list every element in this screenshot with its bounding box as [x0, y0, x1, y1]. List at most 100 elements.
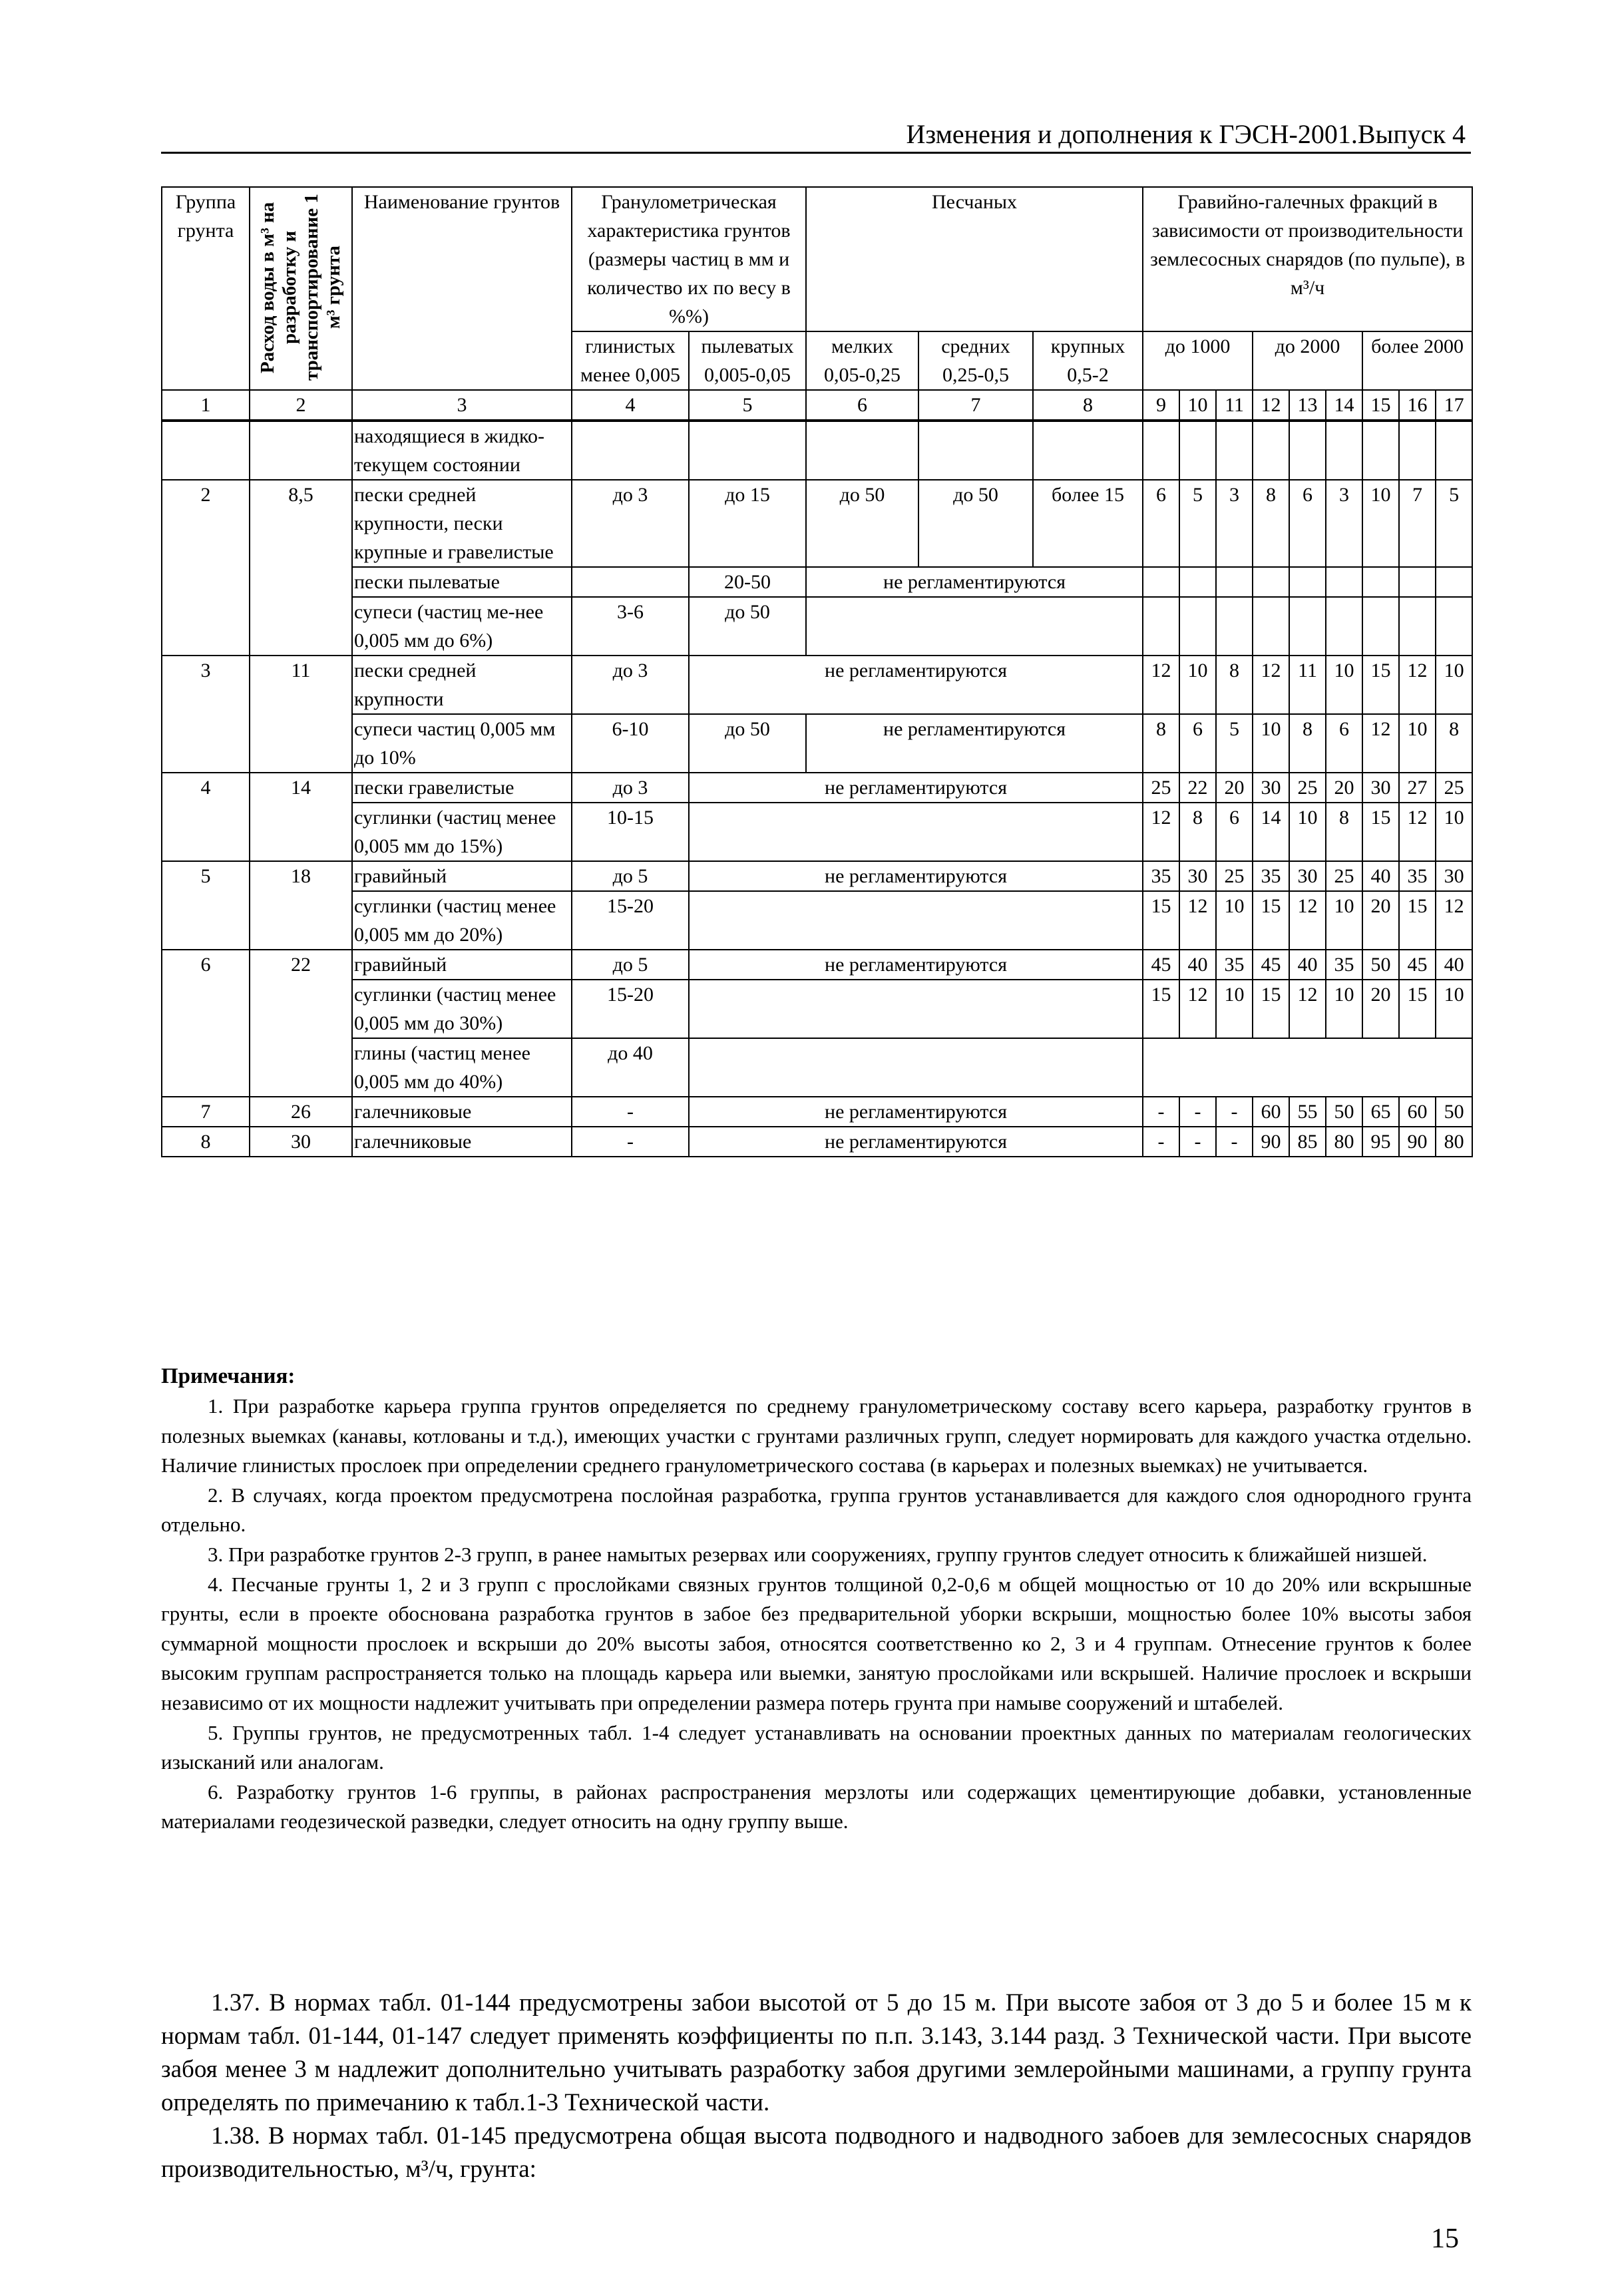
cell-value: 14 [1252, 802, 1291, 862]
cell-value: не регламентируются [688, 1096, 1144, 1127]
cell-value [688, 890, 1144, 950]
cell-value: 15 [1362, 802, 1400, 862]
header-rule [161, 152, 1471, 154]
note-item: 6. Разработку грунтов 1-6 группы, в райо… [161, 1780, 1472, 1833]
cell-value: 8 [1215, 655, 1254, 715]
header-medium: средних 0,25-0,5 [918, 331, 1034, 391]
cell-value: до 50 [688, 713, 807, 773]
cell-value [1325, 566, 1364, 598]
cell-value: 10 [1252, 713, 1291, 773]
cell-value: 25 [1325, 861, 1364, 892]
cell-value [1289, 420, 1327, 480]
cell-value: - [1179, 1096, 1217, 1127]
cell-value: 8 [1179, 802, 1217, 862]
cell-value: 40 [1179, 949, 1217, 980]
table-row: глины (частиц менее 0,005 мм до 40%) до 4… [162, 1038, 1474, 1097]
cell-value: 15 [1252, 979, 1291, 1039]
cell-soil-name: находящиеся в жидко-текущем состоянии [351, 420, 572, 480]
cell-value: более 15 [1032, 479, 1144, 568]
cell-value: 10 [1435, 802, 1474, 862]
cell-water [249, 420, 353, 480]
column-number: 15 [1362, 389, 1400, 422]
cell-value [1289, 566, 1327, 598]
column-number: 1 [161, 389, 250, 422]
cell-value: 30 [1289, 861, 1327, 892]
cell-value: 50 [1325, 1096, 1364, 1127]
cell-value: 5 [1215, 713, 1254, 773]
column-number: 16 [1398, 389, 1437, 422]
cell-value [1289, 596, 1327, 656]
column-number-row: 1 2 3 4 5 6 7 8 9 10 11 12 13 14 15 16 17 [161, 389, 1474, 422]
paragraph-1-38: 1.38. В нормах табл. 01-145 предусмотрен… [161, 2122, 1472, 2183]
body-paragraphs: 1.37. В нормах табл. 01-144 предусмотрен… [161, 1987, 1472, 2186]
note-item: 1. При разработке карьера группа грунтов… [161, 1394, 1472, 1477]
cell-soil-name: супеси (частиц ме-нее 0,005 мм до 6%) [351, 596, 572, 656]
cell-value: 15-20 [571, 890, 690, 950]
cell-value: 20 [1325, 772, 1364, 803]
cell-value: 25 [1435, 772, 1474, 803]
cell-value: 10 [1362, 479, 1400, 568]
cell-value: 10 [1289, 802, 1327, 862]
cell-value [1325, 420, 1364, 480]
cell-value [1215, 596, 1254, 656]
cell-value: 20-50 [688, 566, 807, 598]
cell-value [1398, 566, 1437, 598]
cell-value [1435, 596, 1474, 656]
cell-group [161, 420, 250, 480]
cell-value: 35 [1252, 861, 1291, 892]
running-header: Изменения и дополнения к ГЭСН-2001.Выпус… [906, 119, 1466, 149]
header-silty: пылеватых 0,005-0,05 [688, 331, 807, 391]
cell-value: 20 [1215, 772, 1254, 803]
cell-value: 10 [1398, 713, 1437, 773]
cell-group: 4 [161, 772, 250, 862]
cell-value: 6 [1215, 802, 1254, 862]
cell-value: 3 [1215, 479, 1254, 568]
column-number: 12 [1252, 389, 1291, 422]
cell-value: 30 [1435, 861, 1474, 892]
table-row: супеси (частиц ме-нее 0,005 мм до 6%) 3-6… [162, 596, 1474, 656]
header-over2000: более 2000 [1362, 331, 1474, 391]
cell-value: 15 [1398, 979, 1437, 1039]
cell-value [1435, 420, 1474, 480]
cell-value [1252, 596, 1291, 656]
cell-value: 12 [1252, 655, 1291, 715]
cell-value: 10 [1435, 655, 1474, 715]
column-number: 7 [918, 389, 1034, 422]
cell-value: не регламентируются [688, 949, 1144, 980]
cell-value: 85 [1289, 1126, 1327, 1157]
cell-value: - [1142, 1126, 1181, 1157]
note-item: 3. При разработке грунтов 2-3 групп, в р… [208, 1542, 1428, 1566]
column-number: 5 [688, 389, 807, 422]
cell-value: 60 [1252, 1096, 1291, 1127]
cell-value [1362, 566, 1400, 598]
header-clay: глинистых менее 0,005 [571, 331, 690, 391]
cell-value: до 50 [918, 479, 1034, 568]
cell-value [1142, 1038, 1474, 1097]
cell-value: не регламентируются [688, 772, 1144, 803]
cell-value [1252, 420, 1291, 480]
cell-value: 30 [1252, 772, 1291, 803]
header-granulometric: Гранулометрическая характеристика грунто… [571, 186, 807, 332]
cell-soil-name: пески средней крупности, пески крупные и… [351, 479, 572, 568]
cell-value: 10 [1215, 979, 1254, 1039]
cell-value [1142, 420, 1181, 480]
cell-value: 15 [1142, 979, 1181, 1039]
cell-value: 20 [1362, 890, 1400, 950]
note-item: 4. Песчаные грунты 1, 2 и 3 групп с прос… [161, 1572, 1472, 1714]
cell-value [1435, 566, 1474, 598]
cell-soil-name: супеси частиц 0,005 мм до 10% [351, 713, 572, 773]
cell-value: 65 [1362, 1096, 1400, 1127]
table-row: суглинки (частиц менее 0,005 мм до 20%) 1… [162, 890, 1474, 950]
cell-value: до 15 [688, 479, 807, 568]
header-upto2000: до 2000 [1252, 331, 1364, 391]
column-number: 9 [1142, 389, 1181, 422]
cell-value: до 3 [571, 479, 690, 568]
cell-group: 7 [161, 1096, 250, 1127]
cell-group: 2 [161, 479, 250, 656]
cell-value: 15 [1142, 890, 1181, 950]
cell-water: 14 [249, 772, 353, 862]
notes-section: Примечания: 1. При разработке карьера гр… [161, 1361, 1472, 1837]
cell-value [688, 1038, 1144, 1097]
cell-soil-name: суглинки (частиц менее 0,005 мм до 30%) [351, 979, 572, 1039]
column-number: 6 [805, 389, 919, 422]
